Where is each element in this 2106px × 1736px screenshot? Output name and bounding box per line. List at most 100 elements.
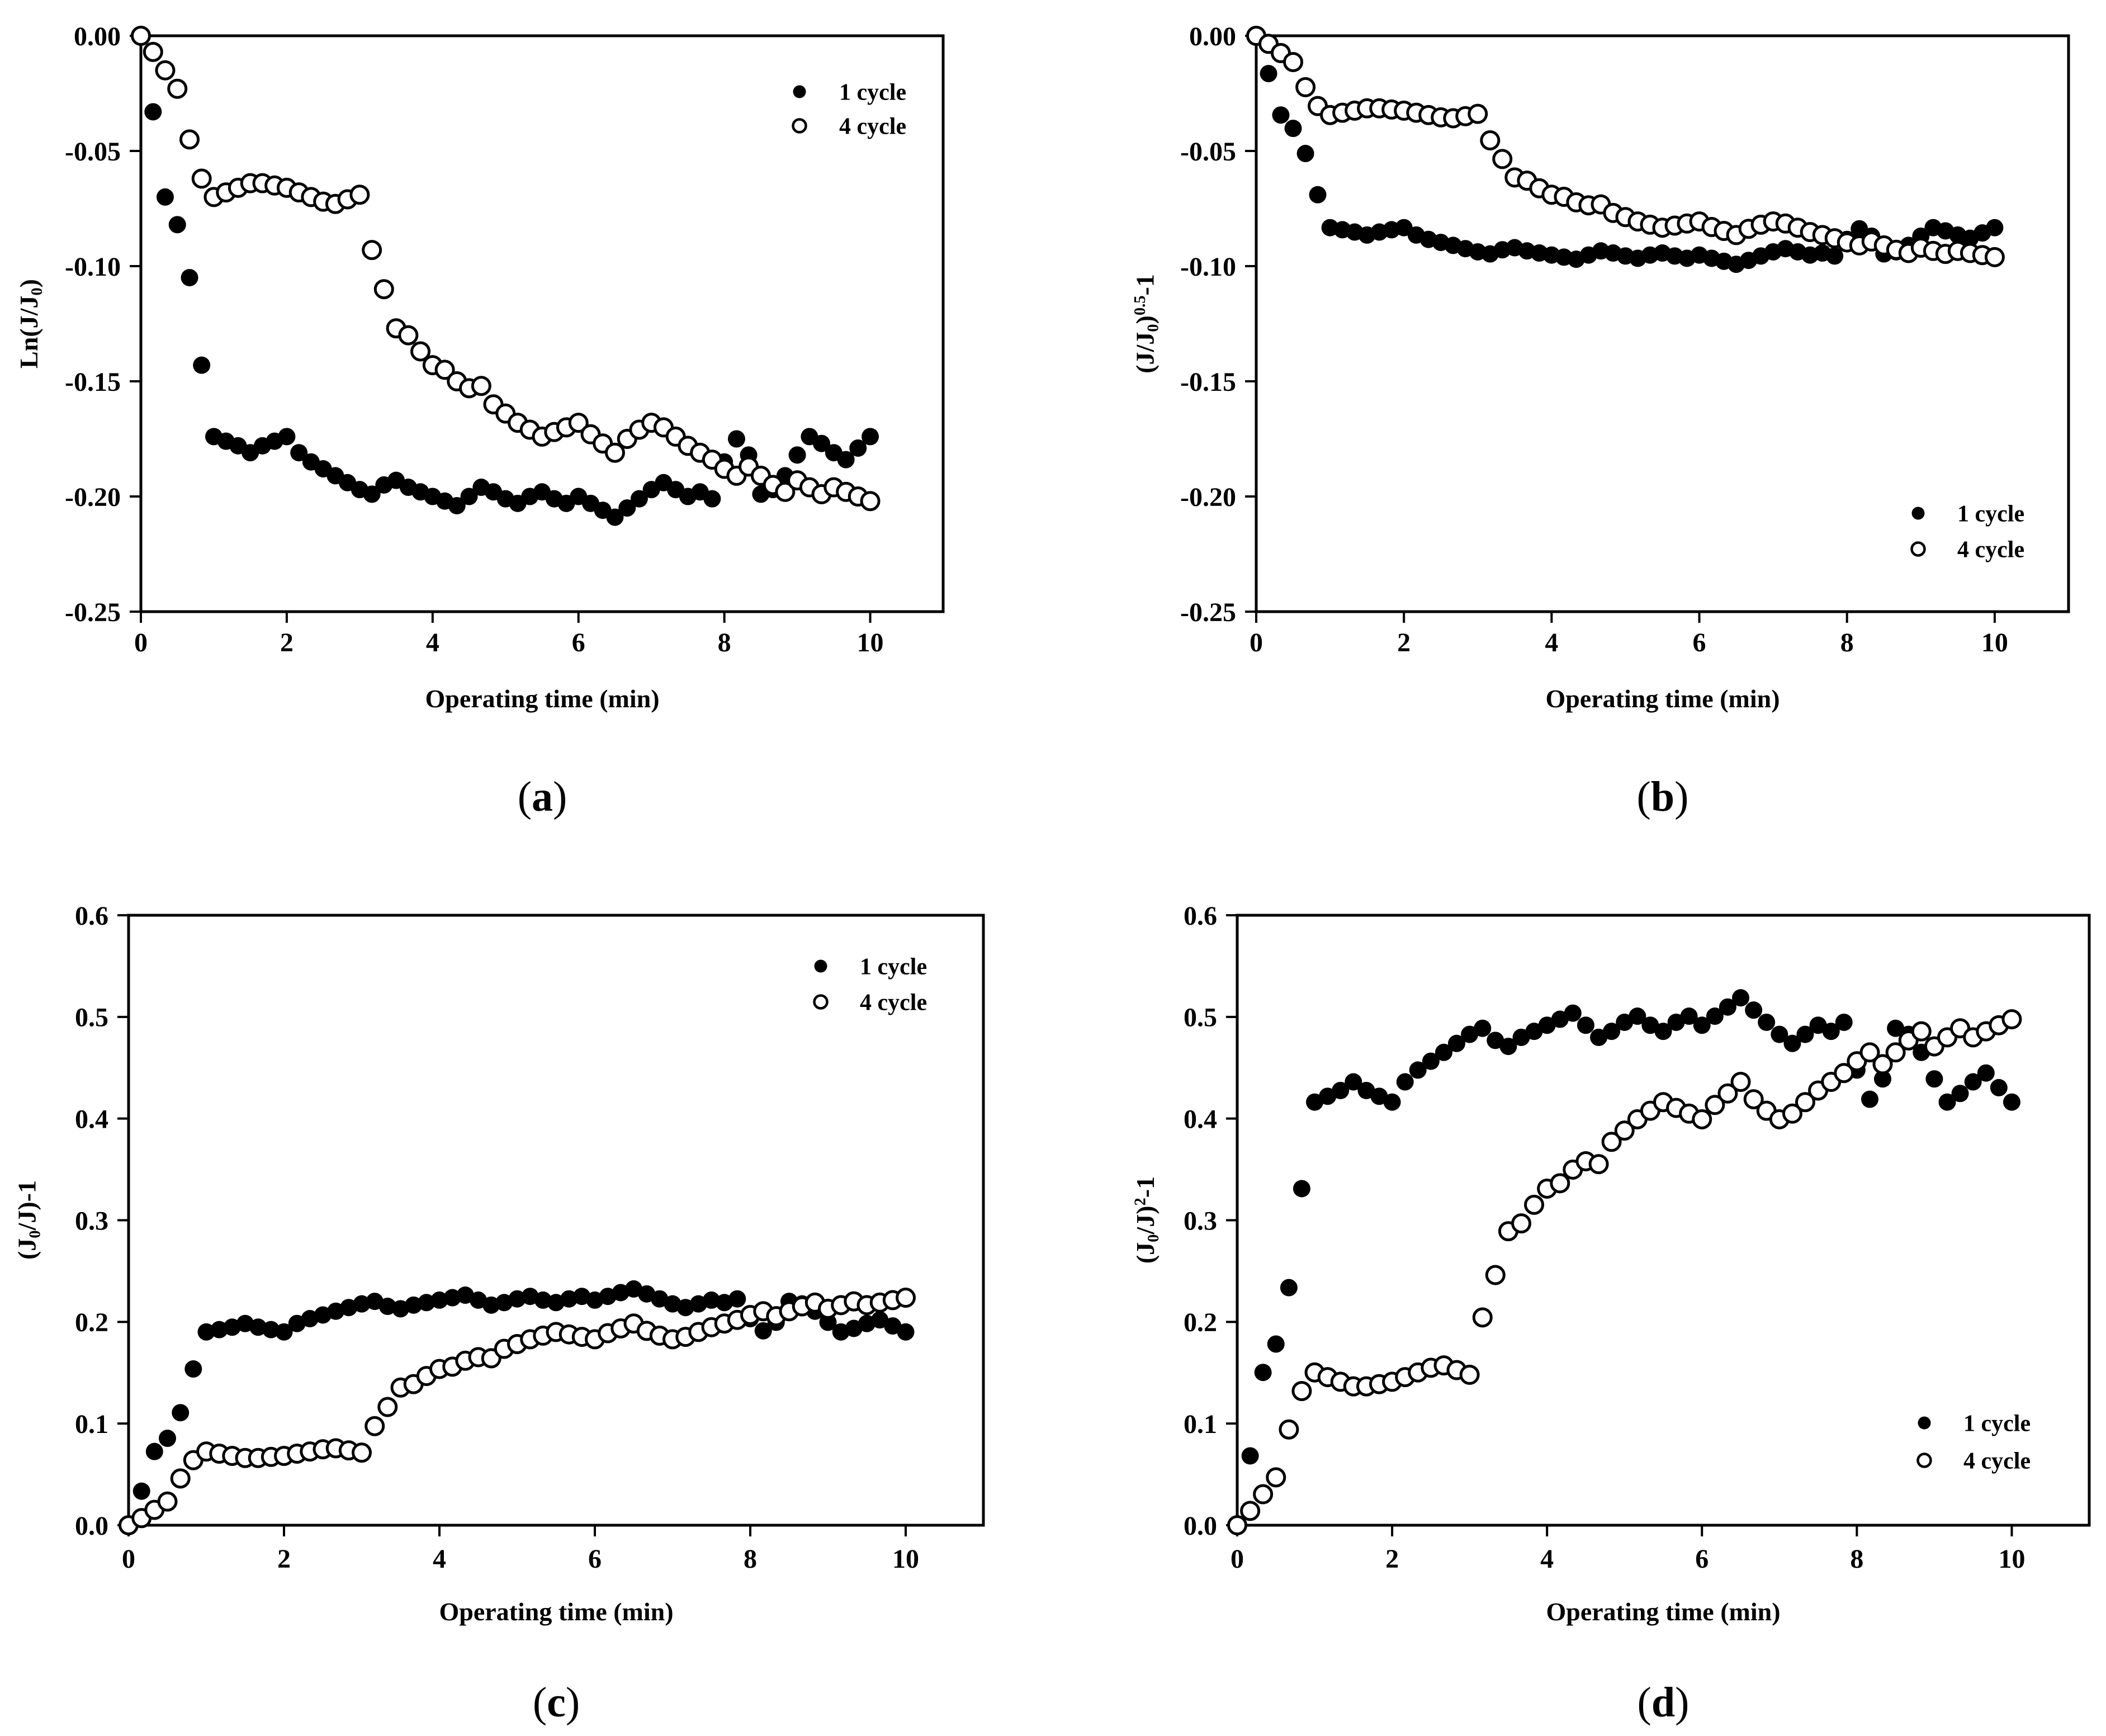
data-point-1-cycle — [193, 356, 211, 374]
data-point-4-cycle — [373, 279, 394, 300]
data-point-1-cycle — [1809, 1016, 1827, 1034]
data-point-1-cycle — [1260, 65, 1277, 83]
data-point-4-cycle — [1459, 1364, 1480, 1385]
data-point-1-cycle — [456, 1286, 474, 1304]
x-tick-label: 0 — [134, 628, 148, 657]
y-axis-title-segment: /J) — [1131, 1205, 1160, 1234]
data-point-4-cycle — [398, 325, 419, 346]
data-point-4-cycle — [1485, 1265, 1506, 1285]
data-point-1-cycle — [443, 1289, 461, 1307]
data-point-1-cycle — [290, 444, 308, 462]
data-point-1-cycle — [1706, 1007, 1724, 1025]
y-tick-label: -0.20 — [1180, 483, 1236, 512]
data-point-1-cycle — [1512, 1028, 1530, 1046]
y-axis-title-segment: /J)-1 — [12, 1180, 41, 1231]
data-point-1-cycle — [1873, 1070, 1891, 1088]
data-point-1-cycle — [495, 1294, 513, 1312]
x-tick-label: 4 — [1540, 1544, 1554, 1574]
data-point-1-cycle — [1826, 247, 1844, 265]
y-tick-label: 0.4 — [75, 1104, 108, 1134]
data-point-1-cycle — [1783, 1034, 1801, 1052]
data-point-1-cycle — [1861, 1090, 1879, 1108]
panel-d-letter-char: d — [1651, 1679, 1676, 1726]
data-point-1-cycle — [1370, 1087, 1388, 1105]
data-point-1-cycle — [275, 1323, 293, 1341]
panel-a-letter: (a) — [430, 769, 654, 825]
filled-circle-icon — [793, 85, 806, 98]
data-point-1-cycle — [1306, 1093, 1324, 1111]
panel-c-letter-open-paren: ( — [532, 1679, 547, 1726]
panel-b-letter: (b) — [1551, 769, 1774, 825]
data-point-4-cycle — [155, 60, 176, 81]
data-point-4-cycle — [349, 185, 370, 205]
data-point-1-cycle — [172, 1404, 190, 1422]
y-tick-label: 0.1 — [1184, 1409, 1217, 1439]
y-tick-label: 0.5 — [75, 1003, 108, 1033]
panel-c: 0 2 4 6 8 10 0.0 0.1 0.2 0.3 0.4 0.5 0.6 1 cycle 4 cyc… — [75, 901, 985, 1574]
data-point-1-cycle — [1977, 1064, 1995, 1082]
data-point-1-cycle — [897, 1323, 915, 1341]
data-point-1-cycle — [470, 1291, 487, 1309]
data-point-1-cycle — [460, 488, 478, 505]
data-point-4-cycle — [1253, 1484, 1274, 1505]
data-point-4-cycle — [143, 41, 163, 62]
data-point-1-cycle — [813, 434, 831, 452]
data-point-1-cycle — [392, 1300, 409, 1318]
data-point-1-cycle — [1693, 1016, 1711, 1034]
y-tick-label: 0.2 — [1184, 1308, 1217, 1337]
data-point-4-cycle — [377, 1397, 398, 1417]
legend-label: 4 cycle — [1957, 537, 2024, 563]
data-point-1-cycle — [1925, 1070, 1943, 1088]
data-point-1-cycle — [197, 1323, 215, 1341]
filled-circle-icon — [814, 959, 827, 973]
data-point-1-cycle — [132, 1482, 150, 1500]
data-point-1-cycle — [1667, 1013, 1685, 1031]
data-point-1-cycle — [1616, 1013, 1634, 1031]
x-tick-label: 4 — [426, 628, 439, 657]
x-tick-label: 10 — [1981, 628, 2008, 657]
y-axis-title-segment: 2 — [1132, 1198, 1149, 1206]
panel-a-letter-char: a — [532, 773, 553, 820]
data-point-1-cycle — [418, 1294, 436, 1312]
legend-label: 4 cycle — [860, 990, 927, 1016]
data-point-1-cycle — [482, 1296, 500, 1314]
data-point-1-cycle — [618, 499, 636, 517]
y-tick-label: 0.00 — [1189, 22, 1236, 51]
data-point-1-cycle — [2003, 1093, 2020, 1111]
data-point-4-cycle — [1705, 1095, 1725, 1115]
data-point-1-cycle — [1629, 1007, 1646, 1025]
y-axis-title-segment: Ln(J/J — [15, 295, 43, 368]
y-tick-label: 0.2 — [75, 1308, 108, 1337]
data-point-1-cycle — [754, 1322, 772, 1340]
data-point-1-cycle — [168, 216, 186, 234]
panel-b: 0 2 4 6 8 10 0.00 -0.05 -0.10 -0.15 -0.20 -0.25 1 cy… — [1180, 22, 2070, 657]
data-point-1-cycle — [1951, 1085, 1969, 1103]
data-point-1-cycle — [534, 1291, 552, 1309]
data-point-4-cycle — [568, 413, 589, 433]
data-point-1-cycle — [1487, 1032, 1504, 1049]
data-point-1-cycle — [159, 1430, 176, 1448]
data-point-1-cycle — [1654, 1023, 1672, 1040]
data-point-1-cycle — [1590, 1028, 1608, 1046]
data-point-4-cycle — [1834, 1063, 1854, 1084]
y-axis-title-segment: ) — [15, 279, 43, 288]
data-point-1-cycle — [145, 1442, 163, 1460]
x-tick-label: 0 — [1231, 1544, 1244, 1574]
panel-d-letter-open-paren: ( — [1637, 1679, 1651, 1726]
plot-frame — [1255, 34, 2070, 613]
y-tick-label: 0.5 — [1184, 1003, 1217, 1033]
panel-a: 0 2 4 6 8 10 0.00 -0.05 -0.10 -0.15 -0.20 -0.25 1 cy… — [65, 22, 945, 657]
y-tick-label: -0.15 — [65, 367, 121, 397]
data-point-4-cycle — [1601, 1132, 1622, 1152]
data-point-1-cycle — [1745, 1001, 1763, 1019]
open-circle-icon — [792, 118, 807, 134]
y-axis-title-segment: ) — [1130, 315, 1160, 324]
data-point-4-cycle — [1743, 1089, 1764, 1110]
y-tick-label: 0.4 — [1184, 1104, 1217, 1134]
x-tick-label: 8 — [718, 628, 731, 657]
data-point-1-cycle — [144, 103, 162, 121]
data-point-4-cycle — [1227, 1515, 1247, 1535]
x-tick-label: 8 — [744, 1544, 757, 1574]
data-point-1-cycle — [606, 508, 624, 526]
y-axis-title-segment: (J/J — [1130, 332, 1160, 373]
